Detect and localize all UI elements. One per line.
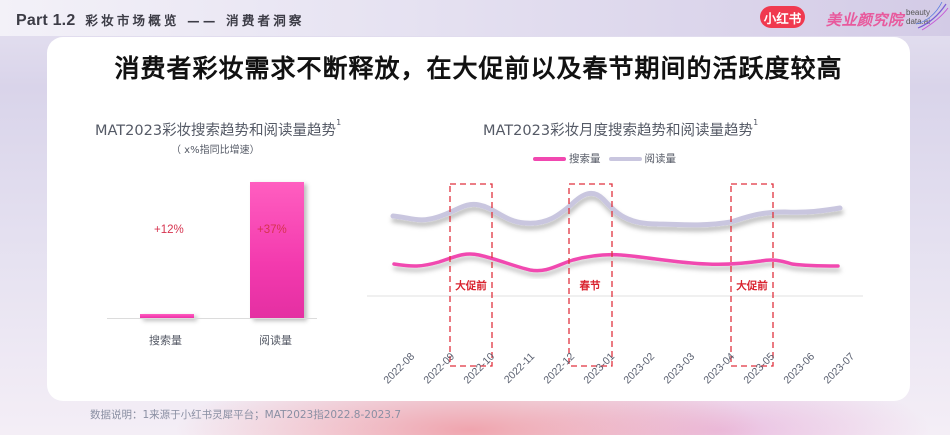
legend-label-reads: 阅读量 <box>644 153 677 165</box>
annotation-box-promo-1 <box>449 183 493 367</box>
bar-value-search: +12% <box>154 224 184 236</box>
x-tick: 2023-02 <box>621 351 657 387</box>
annotation-box-spring-festival <box>568 183 613 367</box>
x-tick: 2022-08 <box>381 351 417 387</box>
legend-swatch-search <box>533 156 566 161</box>
bar-reads <box>250 182 304 319</box>
headline: 消费者彩妆需求不断释放，在大促前以及春节期间的活跃度较高 <box>114 54 843 83</box>
section-title: 彩妆市场概览 —— 消费者洞察 <box>85 13 305 28</box>
content-card: 消费者彩妆需求不断释放，在大促前以及春节期间的活跃度较高 MAT2023彩妆搜索… <box>47 37 910 401</box>
chart-legend: 搜索量 阅读量 <box>533 151 676 166</box>
left-chart-title: MAT2023彩妆搜索趋势和阅读量趋势1 <box>95 118 375 140</box>
x-tick: 2022-12 <box>541 351 577 387</box>
annotation-label-spring-festival: 春节 <box>580 279 601 292</box>
x-tick: 2023-05 <box>741 351 777 387</box>
x-tick: 2023-06 <box>781 351 817 387</box>
annotation-label-promo-1: 大促前 <box>455 279 487 292</box>
section-header: Part 1.2 彩妆市场概览 —— 消费者洞察 <box>16 10 305 30</box>
x-tick: 2022-11 <box>502 351 537 386</box>
bar-axis <box>107 318 317 319</box>
brand-name: 美业颜究院 <box>826 11 904 29</box>
legend-item-search: 搜索量 <box>533 151 601 166</box>
x-tick: 2022-09 <box>421 351 457 387</box>
annotation-box-promo-2 <box>730 183 774 367</box>
legend-swatch-reads <box>608 156 642 161</box>
bar-value-reads: +37% <box>257 224 287 236</box>
right-chart-title: MAT2023彩妆月度搜索趋势和阅读量趋势1 <box>483 118 759 140</box>
bar-category-search: 搜索量 <box>149 334 182 347</box>
x-tick: 2023-01 <box>581 351 617 387</box>
left-chart-subtitle: （ x%指同比增速） <box>171 145 260 156</box>
xiaohongshu-logo: 小红书 <box>760 6 805 28</box>
footnote-ref: 1 <box>336 118 342 127</box>
legend-label-search: 搜索量 <box>569 153 601 165</box>
bar-search <box>140 314 194 319</box>
brand-sub-line2: data.ai <box>906 17 931 26</box>
x-tick: 2023-03 <box>661 351 697 387</box>
data-source-note: 数据说明：1来源于小红书灵犀平台；MAT2023指2022.8-2023.7 <box>90 409 402 421</box>
x-tick: 2022-10 <box>461 351 497 387</box>
footnote-ref: 1 <box>753 118 759 127</box>
left-chart-title-text: MAT2023彩妆搜索趋势和阅读量趋势 <box>95 123 337 139</box>
x-tick: 2023-04 <box>701 351 737 387</box>
brand-sub-line1: beauty <box>906 8 931 17</box>
annotation-label-promo-2: 大促前 <box>736 279 768 292</box>
legend-item-reads: 阅读量 <box>608 151 677 166</box>
x-axis-labels: 2022-08 2022-09 2022-10 2022-11 2022-12 … <box>381 351 857 387</box>
brand-swirl-icon <box>915 2 949 31</box>
x-tick: 2023-07 <box>821 351 857 387</box>
brand-sub-logo: beauty data.ai <box>906 8 946 26</box>
reads-line <box>390 190 843 228</box>
part-number: Part 1.2 <box>16 12 76 29</box>
bar-category-reads: 阅读量 <box>259 334 292 347</box>
search-line <box>392 252 840 273</box>
bar-chart: +12% +37% 搜索量 阅读量 <box>107 167 337 377</box>
right-chart-title-text: MAT2023彩妆月度搜索趋势和阅读量趋势 <box>483 123 754 139</box>
